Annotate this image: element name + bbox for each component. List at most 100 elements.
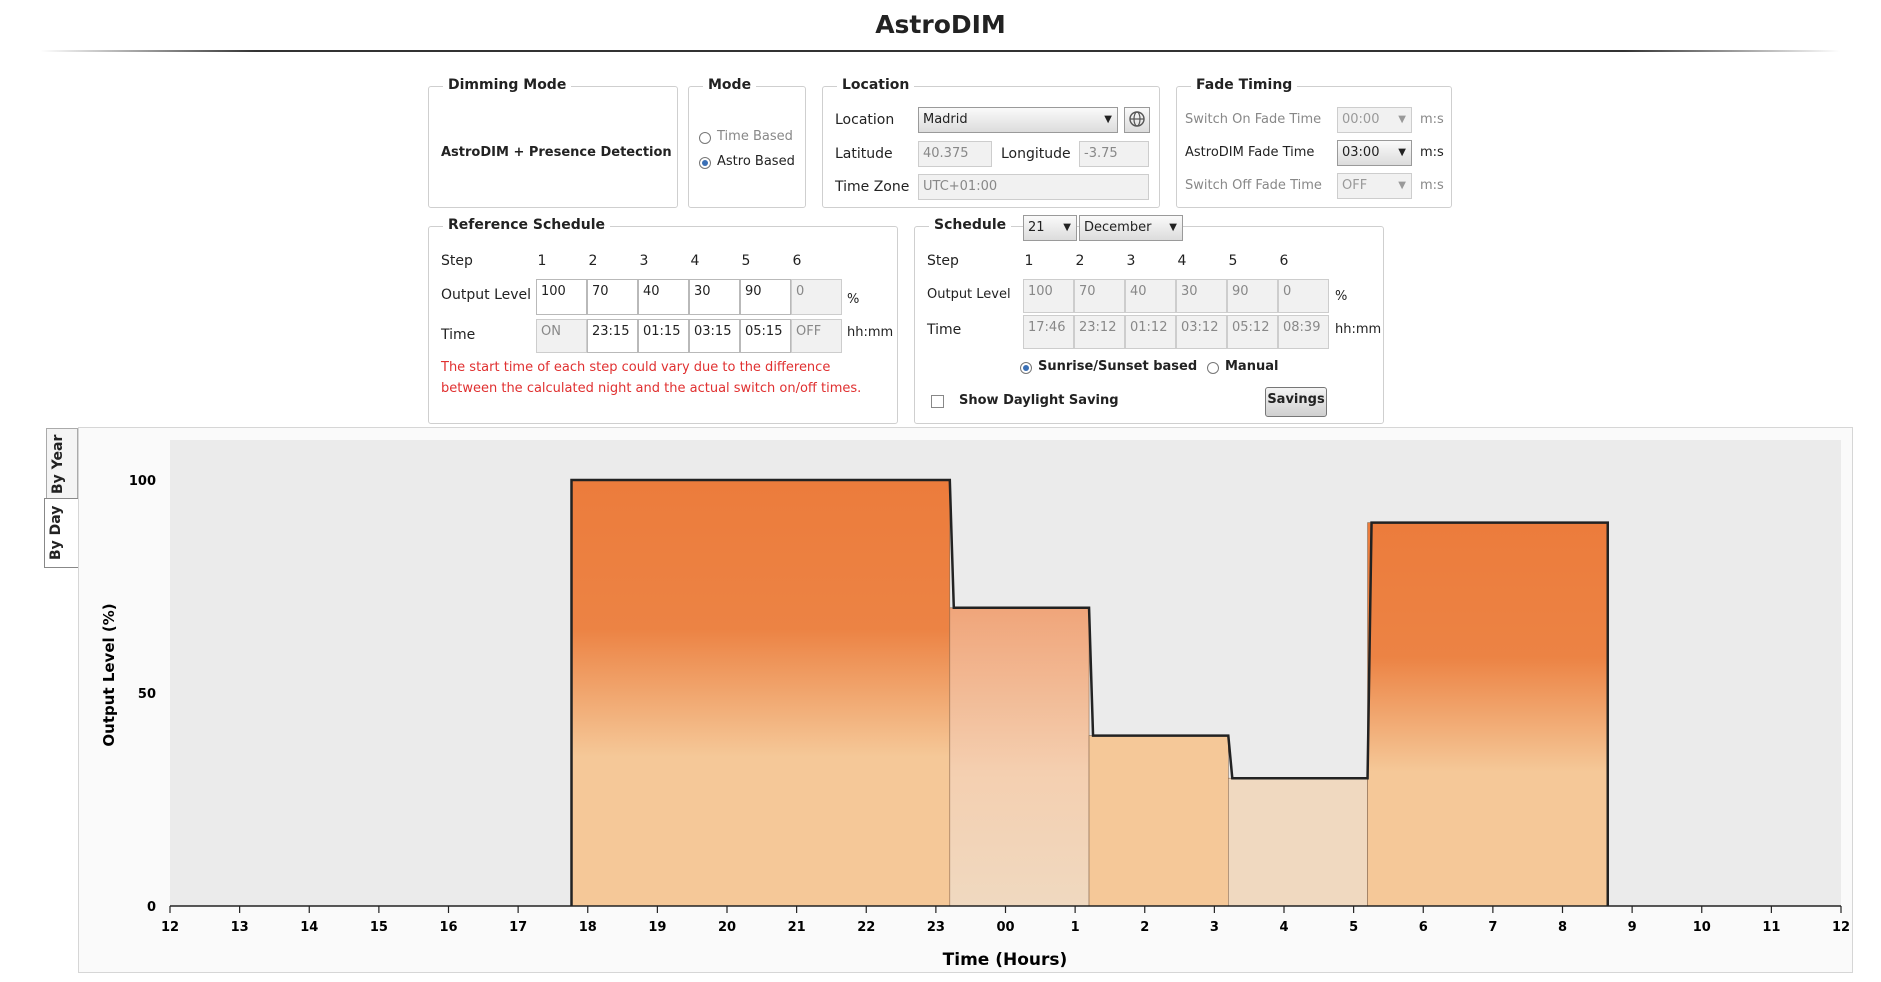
ref-output-field[interactable]: 90 bbox=[740, 279, 791, 315]
schedule-day-select[interactable]: 21 ▼ bbox=[1023, 215, 1077, 241]
step-area bbox=[1088, 735, 1229, 907]
ref-time-field[interactable]: 01:15 bbox=[638, 319, 689, 353]
ref-time-field[interactable]: 05:15 bbox=[740, 319, 791, 353]
manual-radio[interactable] bbox=[1207, 362, 1219, 374]
astro-based-radio[interactable] bbox=[699, 157, 711, 169]
astrodim-fade-label: AstroDIM Fade Time bbox=[1185, 145, 1315, 160]
x-tick-label: 23 bbox=[927, 920, 945, 935]
globe-icon bbox=[1129, 111, 1145, 127]
x-tick-label: 5 bbox=[1349, 920, 1358, 935]
latitude-label: Latitude bbox=[835, 146, 893, 162]
sunrise-sunset-label[interactable]: Sunrise/Sunset based bbox=[1038, 359, 1198, 374]
sched-output-field: 0 bbox=[1278, 279, 1329, 313]
x-tick-label: 20 bbox=[718, 920, 736, 935]
sched-step-number: 6 bbox=[1279, 253, 1289, 269]
x-tick-label: 00 bbox=[996, 920, 1014, 935]
sched-time-field: 03:12 bbox=[1176, 315, 1227, 349]
sched-step-number: 5 bbox=[1228, 253, 1238, 269]
ref-output-field[interactable]: 0 bbox=[791, 279, 842, 315]
title-divider bbox=[40, 50, 1840, 52]
ref-step-number: 4 bbox=[690, 253, 700, 269]
switch-off-fade-label: Switch Off Fade Time bbox=[1185, 178, 1322, 193]
schedule-month-select[interactable]: December ▼ bbox=[1079, 215, 1183, 241]
astrodim-fade-unit: m:s bbox=[1420, 145, 1444, 160]
time-based-radio[interactable] bbox=[699, 132, 711, 144]
chevron-down-icon: ▼ bbox=[1398, 147, 1406, 158]
app-title: AstroDIM bbox=[875, 10, 1006, 39]
sched-step-label: Step bbox=[927, 253, 959, 269]
x-tick-label: 3 bbox=[1210, 920, 1219, 935]
step-area bbox=[1228, 777, 1368, 907]
sched-output-field: 30 bbox=[1176, 279, 1227, 313]
y-axis-label: Output Level (%) bbox=[100, 603, 118, 746]
ref-time-field[interactable]: OFF bbox=[791, 319, 842, 353]
sched-output-unit: % bbox=[1335, 289, 1348, 304]
daylight-saving-checkbox[interactable] bbox=[931, 395, 944, 408]
manual-label[interactable]: Manual bbox=[1225, 359, 1279, 374]
timezone-field[interactable]: UTC+01:00 bbox=[918, 174, 1149, 200]
x-tick-label: 7 bbox=[1488, 920, 1497, 935]
ref-output-field[interactable]: 70 bbox=[587, 279, 638, 315]
x-tick-label: 18 bbox=[579, 920, 597, 935]
location-label: Location bbox=[835, 112, 895, 128]
step-area bbox=[949, 607, 1090, 907]
switch-off-fade-select[interactable]: OFF ▼ bbox=[1337, 173, 1412, 199]
daylight-saving-label[interactable]: Show Daylight Saving bbox=[959, 393, 1119, 408]
y-tick-label: 50 bbox=[138, 687, 156, 702]
sched-time-field: 08:39 bbox=[1278, 315, 1329, 349]
x-tick-label: 21 bbox=[788, 920, 806, 935]
chevron-down-icon: ▼ bbox=[1063, 222, 1071, 233]
chevron-down-icon: ▼ bbox=[1398, 114, 1406, 125]
ref-time-field[interactable]: 03:15 bbox=[689, 319, 740, 353]
savings-button[interactable]: Savings bbox=[1265, 387, 1327, 417]
ref-time-label: Time bbox=[441, 327, 476, 343]
chevron-down-icon: ▼ bbox=[1104, 114, 1112, 125]
x-tick-label: 6 bbox=[1419, 920, 1428, 935]
sched-step-number: 4 bbox=[1177, 253, 1187, 269]
x-tick-label: 1 bbox=[1071, 920, 1080, 935]
step-area bbox=[1367, 522, 1609, 907]
step-area bbox=[571, 479, 951, 907]
x-tick-label: 16 bbox=[439, 920, 457, 935]
y-tick-label: 100 bbox=[129, 474, 156, 489]
time-based-label[interactable]: Time Based bbox=[717, 129, 793, 144]
location-select-value: Madrid bbox=[923, 112, 968, 127]
astrodim-fade-value: 03:00 bbox=[1342, 145, 1380, 160]
astro-based-label[interactable]: Astro Based bbox=[717, 154, 795, 169]
dimming-mode-legend: Dimming Mode bbox=[443, 77, 572, 93]
ref-step-number: 5 bbox=[741, 253, 751, 269]
ref-time-field[interactable]: ON bbox=[536, 319, 587, 353]
switch-on-fade-label: Switch On Fade Time bbox=[1185, 112, 1322, 127]
fade-timing-legend: Fade Timing bbox=[1191, 77, 1298, 93]
ref-output-field[interactable]: 40 bbox=[638, 279, 689, 315]
switch-on-fade-select[interactable]: 00:00 ▼ bbox=[1337, 107, 1412, 133]
chevron-down-icon: ▼ bbox=[1398, 180, 1406, 191]
chevron-down-icon: ▼ bbox=[1169, 222, 1177, 233]
x-tick-label: 22 bbox=[857, 920, 875, 935]
ref-warning-line2: between the calculated night and the act… bbox=[441, 381, 862, 396]
x-tick-label: 12 bbox=[161, 920, 179, 935]
ref-time-unit: hh:mm bbox=[847, 325, 894, 340]
sunrise-sunset-radio[interactable] bbox=[1020, 362, 1032, 374]
x-tick-label: 17 bbox=[509, 920, 527, 935]
ref-output-field[interactable]: 100 bbox=[536, 279, 587, 315]
ref-step-number: 3 bbox=[639, 253, 649, 269]
ref-step-number: 6 bbox=[792, 253, 802, 269]
longitude-field[interactable]: -3.75 bbox=[1079, 141, 1149, 167]
latitude-field[interactable]: 40.375 bbox=[918, 141, 992, 167]
location-select[interactable]: Madrid ▼ bbox=[918, 107, 1118, 133]
sched-time-field: 05:12 bbox=[1227, 315, 1278, 349]
fade-timing-group: Fade Timing Switch On Fade Time 00:00 ▼ … bbox=[1176, 77, 1452, 208]
ref-output-field[interactable]: 30 bbox=[689, 279, 740, 315]
sched-time-field: 01:12 bbox=[1125, 315, 1176, 349]
switch-off-fade-value: OFF bbox=[1342, 178, 1368, 193]
schedule-legend: Schedule bbox=[929, 217, 1012, 233]
x-tick-label: 9 bbox=[1628, 920, 1637, 935]
globe-button[interactable] bbox=[1124, 107, 1150, 133]
sched-step-number: 1 bbox=[1024, 253, 1034, 269]
astrodim-fade-select[interactable]: 03:00 ▼ bbox=[1337, 140, 1412, 166]
x-tick-label: 13 bbox=[231, 920, 249, 935]
step-outline bbox=[570, 478, 1610, 906]
ref-time-field[interactable]: 23:15 bbox=[587, 319, 638, 353]
